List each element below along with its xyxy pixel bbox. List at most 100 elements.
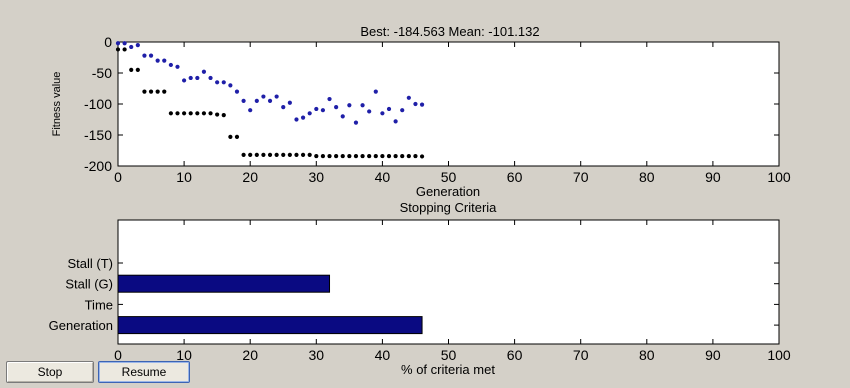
fitness-x-tick-label: 100 xyxy=(767,169,791,185)
fitness-y-tick-label: -150 xyxy=(84,127,112,143)
fitness-y-tick-label: -100 xyxy=(84,96,112,112)
mean-fitness-point xyxy=(340,114,345,119)
fitness-axes xyxy=(117,41,780,167)
mean-fitness-point xyxy=(221,80,226,85)
best-fitness-point xyxy=(129,67,134,72)
mean-fitness-point xyxy=(334,105,339,110)
criteria-x-tick-label: 100 xyxy=(767,347,791,363)
mean-fitness-point xyxy=(188,75,193,81)
criteria-x-tick-label: 20 xyxy=(242,347,258,363)
mean-fitness-point xyxy=(406,95,411,100)
mean-fitness-point xyxy=(347,103,352,108)
mean-fitness-point xyxy=(294,117,299,122)
mean-fitness-point xyxy=(287,100,292,105)
best-fitness-point xyxy=(122,47,127,52)
fitness-x-tick-label: 60 xyxy=(507,169,523,185)
mean-fitness-point xyxy=(360,103,365,108)
best-fitness-point xyxy=(320,153,326,159)
best-fitness-point xyxy=(406,153,411,159)
mean-fitness-point xyxy=(195,75,200,81)
stop-button[interactable]: Stop xyxy=(6,361,94,383)
best-fitness-point xyxy=(400,153,405,159)
bottom-chart-title: Stopping Criteria xyxy=(400,200,498,215)
mean-fitness-point xyxy=(281,105,286,110)
fitness-x-tick-label: 20 xyxy=(242,169,258,185)
fitness-y-tick-label: -200 xyxy=(84,158,112,174)
best-fitness-point xyxy=(386,153,392,159)
fitness-y-tick-label: 0 xyxy=(104,34,112,50)
resume-button[interactable]: Resume xyxy=(98,361,190,383)
best-fitness-point xyxy=(347,153,352,159)
best-fitness-point xyxy=(168,111,173,116)
best-fitness-point xyxy=(267,152,273,157)
fitness-y-tick-label: -50 xyxy=(92,65,112,81)
best-fitness-point xyxy=(274,152,279,157)
best-fitness-point xyxy=(201,111,207,116)
best-fitness-point xyxy=(241,152,246,157)
mean-fitness-point xyxy=(400,108,405,113)
fitness-x-tick-label: 0 xyxy=(114,169,122,185)
fitness-x-label: Generation xyxy=(416,184,480,199)
best-fitness-point xyxy=(142,89,147,94)
fitness-points xyxy=(115,41,425,159)
mean-fitness-point xyxy=(373,89,378,94)
best-fitness-point xyxy=(182,111,187,116)
best-fitness-point xyxy=(393,153,398,159)
best-fitness-point xyxy=(307,152,312,157)
criteria-category-label: Time xyxy=(85,297,113,312)
best-fitness-point xyxy=(334,153,339,159)
criteria-x-tick-label: 10 xyxy=(176,347,192,363)
criteria-bar xyxy=(117,274,331,293)
mean-fitness-point xyxy=(241,98,246,103)
best-fitness-point xyxy=(380,153,385,159)
criteria-x-tick-label: 70 xyxy=(573,347,589,363)
fitness-x-tick-label: 10 xyxy=(176,169,192,185)
criteria-x-tick-label: 90 xyxy=(705,347,721,363)
mean-fitness-point xyxy=(168,62,173,68)
fitness-y-label: Fitness value xyxy=(51,72,63,137)
mean-fitness-point xyxy=(327,96,332,102)
mean-fitness-point xyxy=(228,83,233,88)
best-fitness-point xyxy=(413,153,418,159)
mean-fitness-point xyxy=(148,53,154,58)
best-fitness-point xyxy=(340,153,345,159)
best-fitness-point xyxy=(373,153,378,159)
mean-fitness-point xyxy=(215,80,220,85)
mean-fitness-point xyxy=(115,41,121,46)
best-fitness-point xyxy=(327,153,332,159)
criteria-bars xyxy=(117,274,423,335)
best-fitness-point xyxy=(162,89,167,94)
fitness-x-tick-label: 30 xyxy=(309,169,325,185)
mean-fitness-point xyxy=(208,75,213,81)
fitness-x-tick-label: 50 xyxy=(441,169,457,185)
mean-fitness-point xyxy=(307,111,312,116)
mean-fitness-point xyxy=(162,58,167,63)
best-fitness-point xyxy=(208,111,213,116)
mean-fitness-point xyxy=(413,101,418,107)
mean-fitness-point xyxy=(175,64,180,69)
criteria-category-label: Stall (G) xyxy=(65,277,113,292)
best-fitness-point xyxy=(234,134,240,139)
best-fitness-point xyxy=(367,153,372,159)
best-fitness-point xyxy=(188,111,193,116)
best-fitness-point xyxy=(215,112,220,117)
mean-fitness-point xyxy=(353,120,359,125)
best-fitness-point xyxy=(175,111,180,116)
best-fitness-point xyxy=(261,152,266,157)
mean-fitness-point xyxy=(122,41,127,46)
mean-fitness-point xyxy=(254,98,259,103)
best-fitness-point xyxy=(115,47,121,52)
criteria-x-tick-label: 60 xyxy=(507,347,523,363)
best-fitness-point xyxy=(228,134,233,139)
best-fitness-point xyxy=(221,113,226,118)
best-fitness-point xyxy=(353,153,359,159)
criteria-x-tick-label: 0 xyxy=(114,347,122,363)
mean-fitness-point xyxy=(380,111,385,116)
criteria-x-tick-label: 30 xyxy=(309,347,325,363)
mean-fitness-point xyxy=(274,94,279,99)
mean-fitness-point xyxy=(261,94,266,99)
criteria-x-label: % of criteria met xyxy=(401,362,495,377)
best-fitness-point xyxy=(148,89,154,94)
